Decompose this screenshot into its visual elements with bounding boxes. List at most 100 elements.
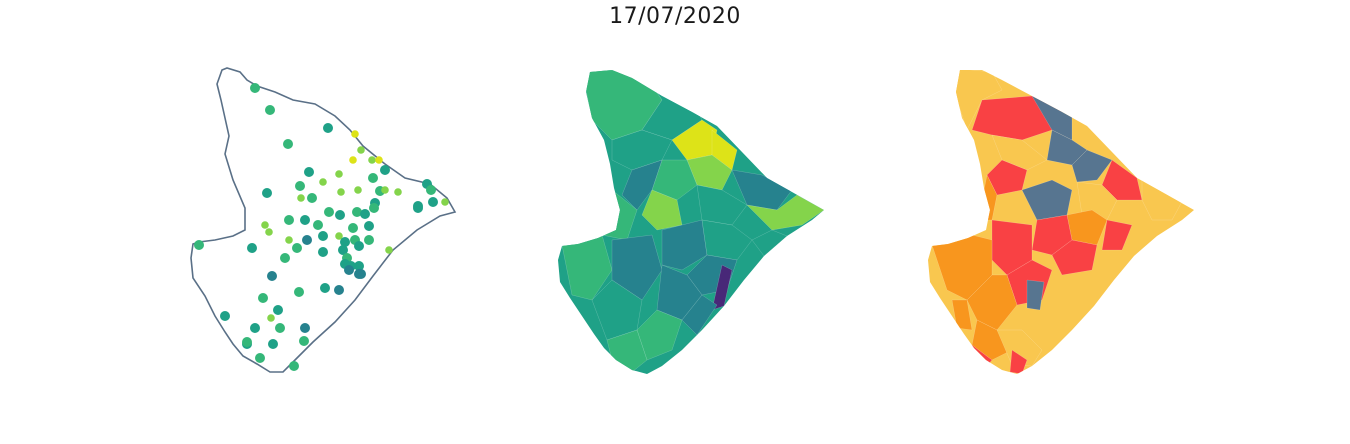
municipality-region bbox=[1101, 219, 1133, 251]
station-point bbox=[319, 178, 327, 186]
station-point bbox=[273, 305, 283, 315]
station-point bbox=[381, 186, 389, 194]
municipality-region bbox=[641, 189, 683, 231]
station-point bbox=[354, 186, 362, 194]
station-point bbox=[323, 123, 333, 133]
station-point bbox=[375, 156, 383, 164]
station-point bbox=[369, 203, 379, 213]
station-point bbox=[318, 247, 328, 257]
station-point bbox=[335, 232, 343, 240]
municipality-region bbox=[991, 134, 1048, 171]
municipality-region bbox=[591, 279, 643, 341]
municipality-region bbox=[611, 234, 663, 301]
station-point bbox=[299, 336, 309, 346]
station-point bbox=[304, 167, 314, 177]
station-point bbox=[413, 203, 423, 213]
municipality-region bbox=[661, 219, 708, 271]
station-point bbox=[242, 337, 252, 347]
station-point bbox=[385, 246, 393, 254]
station-point bbox=[300, 323, 310, 333]
station-point bbox=[368, 173, 378, 183]
station-point bbox=[255, 353, 265, 363]
municipality-region bbox=[636, 309, 683, 361]
station-point bbox=[337, 188, 345, 196]
station-point bbox=[360, 209, 370, 219]
station-point bbox=[300, 215, 310, 225]
station-point bbox=[380, 165, 390, 175]
municipality-region bbox=[971, 319, 1013, 361]
interpolated-choropleth-map bbox=[558, 70, 824, 374]
municipality-region bbox=[621, 159, 663, 211]
municipality-region bbox=[1076, 181, 1118, 221]
station-point bbox=[364, 221, 374, 231]
station-point bbox=[258, 293, 268, 303]
station-point bbox=[250, 83, 260, 93]
station-point bbox=[318, 231, 328, 241]
station-point bbox=[335, 170, 343, 178]
station-point bbox=[267, 271, 277, 281]
station-point bbox=[338, 245, 348, 255]
station-point bbox=[297, 194, 305, 202]
station-point bbox=[283, 139, 293, 149]
station-point bbox=[344, 265, 354, 275]
station-point bbox=[247, 243, 257, 253]
station-point bbox=[354, 261, 364, 271]
station-point bbox=[426, 185, 436, 195]
station-point bbox=[284, 215, 294, 225]
municipality-region bbox=[1051, 239, 1098, 276]
station-point bbox=[368, 156, 376, 164]
station-point bbox=[220, 311, 230, 321]
municipality-region bbox=[951, 299, 973, 331]
municipality-region bbox=[1071, 149, 1113, 183]
station-point bbox=[428, 197, 438, 207]
municipality-region bbox=[731, 169, 793, 211]
station-point bbox=[394, 188, 402, 196]
station-point bbox=[289, 361, 299, 371]
municipality-region bbox=[1026, 279, 1045, 311]
station-points-map bbox=[190, 67, 457, 373]
municipality-region bbox=[1009, 349, 1028, 374]
station-point bbox=[349, 156, 357, 164]
station-point bbox=[250, 323, 260, 333]
station-point bbox=[294, 287, 304, 297]
municipality-region bbox=[1066, 209, 1108, 246]
station-point bbox=[267, 314, 275, 322]
station-point bbox=[320, 283, 330, 293]
station-point bbox=[324, 207, 334, 217]
risk-category-map bbox=[928, 70, 1194, 374]
station-point bbox=[292, 243, 302, 253]
station-point bbox=[334, 285, 344, 295]
station-point bbox=[335, 210, 345, 220]
station-point bbox=[340, 237, 350, 247]
station-point bbox=[356, 269, 366, 279]
station-point bbox=[354, 241, 364, 251]
station-point bbox=[265, 105, 275, 115]
station-point bbox=[351, 130, 359, 138]
municipality-region bbox=[751, 229, 788, 257]
station-point bbox=[268, 339, 278, 349]
station-point bbox=[275, 323, 285, 333]
station-point bbox=[441, 198, 449, 206]
municipality-region bbox=[1021, 179, 1073, 221]
station-point bbox=[307, 193, 317, 203]
municipality-region bbox=[701, 219, 753, 261]
station-point bbox=[352, 207, 362, 217]
municipality-region bbox=[986, 159, 1028, 196]
station-point bbox=[364, 235, 374, 245]
station-point bbox=[302, 235, 312, 245]
station-point bbox=[313, 220, 323, 230]
station-point bbox=[295, 181, 305, 191]
station-point bbox=[261, 221, 269, 229]
municipality-region bbox=[996, 329, 1043, 367]
figure-title: 17/07/2020 bbox=[609, 4, 741, 29]
station-point bbox=[262, 188, 272, 198]
municipality-region bbox=[1101, 159, 1143, 201]
municipality-region bbox=[681, 294, 718, 336]
municipality-region bbox=[696, 184, 748, 226]
municipality-region bbox=[711, 264, 733, 311]
station-point bbox=[357, 146, 365, 154]
state-outline bbox=[190, 67, 457, 373]
station-point bbox=[285, 236, 293, 244]
station-point bbox=[265, 228, 273, 236]
station-point bbox=[348, 223, 358, 233]
